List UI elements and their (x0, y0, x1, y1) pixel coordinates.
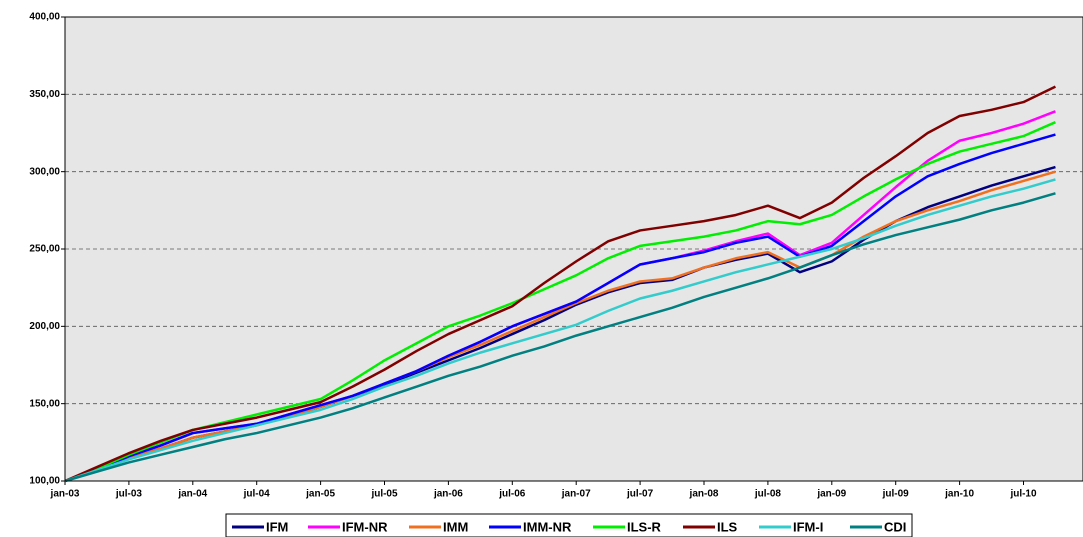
legend-label: ILS (717, 519, 738, 534)
legend-label: IMM (443, 519, 468, 534)
y-tick-label: 100,00 (29, 476, 60, 487)
y-tick-label: 300,00 (29, 166, 60, 177)
plot-area (64, 16, 1083, 482)
series-line (64, 170, 1056, 483)
legend: IFM IFM-NR IMM IMM-NR ILS-R ILS IFM-I CDI (225, 513, 913, 537)
legend-label: CDI (884, 519, 906, 534)
series-line (64, 85, 1056, 483)
x-tick-label: jan-09 (816, 489, 846, 500)
legend-box (225, 513, 913, 537)
series-line (64, 121, 1056, 483)
legend-label: ILS-R (627, 519, 662, 534)
legend-label: IFM-NR (342, 519, 388, 534)
x-tick-label: jan-05 (305, 489, 335, 500)
y-tick-label: 350,00 (29, 89, 60, 100)
x-tick-label: jan-04 (177, 489, 207, 500)
x-tick-label: jan-07 (561, 489, 591, 500)
series-line (64, 133, 1056, 483)
legend-label: IFM-I (793, 519, 823, 534)
y-tick-label: 250,00 (29, 244, 60, 255)
legend-label: IMM-NR (523, 519, 572, 534)
y-tick-label: 150,00 (29, 398, 60, 409)
series-line (64, 192, 1056, 483)
x-tick-label: jan-03 (50, 489, 80, 500)
x-tick-label: jul-08 (754, 489, 782, 500)
series-line (64, 178, 1056, 483)
y-tick-label: 400,00 (29, 12, 60, 23)
x-tick-label: jul-09 (882, 489, 910, 500)
x-tick-label: jul-07 (626, 489, 654, 500)
x-tick-label: jan-08 (689, 489, 719, 500)
legend-label: IFM (266, 519, 288, 534)
x-tick-label: jul-06 (498, 489, 526, 500)
x-tick-label: jan-06 (433, 489, 463, 500)
x-tick-label: jul-04 (243, 489, 271, 500)
x-tick-label: jul-10 (1009, 489, 1037, 500)
x-tick-label: jul-03 (115, 489, 143, 500)
x-tick-label: jan-10 (944, 489, 974, 500)
y-tick-label: 200,00 (29, 321, 60, 332)
x-tick-label: jul-05 (370, 489, 398, 500)
